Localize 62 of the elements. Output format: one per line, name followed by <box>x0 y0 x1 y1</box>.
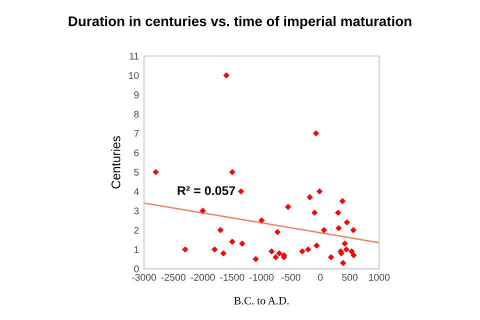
x-tick-label: -1000 <box>250 274 274 281</box>
x-tick-label: -3000 <box>132 274 156 281</box>
y-tick-label: 6 <box>134 149 139 156</box>
point <box>344 219 350 226</box>
y-tick-label: 0 <box>134 266 139 272</box>
point <box>220 250 226 256</box>
point <box>274 228 281 236</box>
x-tick-label: 1000 <box>369 274 390 281</box>
point <box>182 246 188 253</box>
point <box>320 227 328 234</box>
point <box>238 188 244 195</box>
point <box>152 168 159 176</box>
point <box>299 248 306 254</box>
point <box>217 227 224 234</box>
point <box>336 225 342 232</box>
y-tick-label: 7 <box>134 130 139 137</box>
point <box>316 188 323 195</box>
y-tick-label: 9 <box>134 91 139 98</box>
y-tick-label: 8 <box>134 110 139 118</box>
point <box>340 260 346 266</box>
point <box>334 210 342 216</box>
y-tick-label: 5 <box>134 168 139 176</box>
point <box>258 217 265 224</box>
y-tick-label: 1 <box>134 246 139 253</box>
point <box>348 248 355 254</box>
point <box>223 72 230 78</box>
point <box>306 194 313 200</box>
point <box>276 250 282 256</box>
y-tick-label: 4 <box>134 188 139 195</box>
point <box>200 208 206 214</box>
y-tick-label: 11 <box>130 52 139 60</box>
point <box>350 227 356 234</box>
x-tick-label: -2500 <box>161 274 186 281</box>
point <box>312 130 320 136</box>
point <box>350 252 357 258</box>
x-tick-label: 0 <box>318 274 323 281</box>
point <box>229 238 236 245</box>
x-axis-title: B.C. to A.D. <box>234 296 289 304</box>
point <box>268 248 275 254</box>
x-tick-label: -500 <box>282 274 300 281</box>
point <box>342 240 348 247</box>
point <box>339 198 346 204</box>
point <box>211 246 218 253</box>
chart-title: Duration in centuries vs. time of imperial maturation <box>68 16 412 29</box>
point <box>328 254 334 260</box>
point <box>272 254 279 260</box>
point <box>311 210 318 216</box>
x-tick-label: -1500 <box>220 274 244 281</box>
x-tick-label: -2000 <box>190 274 215 281</box>
point <box>239 240 246 247</box>
point <box>313 242 320 249</box>
point <box>304 246 312 253</box>
point <box>252 256 259 262</box>
point <box>229 168 236 176</box>
annotation: R² = 0.057 <box>178 186 236 196</box>
y-axis-title: Centuries <box>111 136 120 189</box>
y-tick-label: 2 <box>134 226 139 234</box>
y-tick-label: 10 <box>129 72 139 79</box>
x-tick-label: 500 <box>342 274 358 281</box>
y-tick-label: 3 <box>134 208 139 214</box>
point <box>284 204 292 210</box>
point <box>343 246 350 253</box>
